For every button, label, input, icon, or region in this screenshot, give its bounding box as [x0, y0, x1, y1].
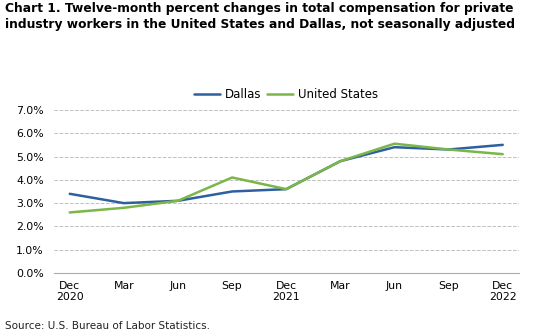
United States — [229, 175, 235, 179]
United States — [500, 152, 506, 156]
United States — [337, 159, 343, 163]
Dallas — [337, 159, 343, 163]
Line: United States: United States — [70, 144, 503, 212]
Dallas — [175, 199, 181, 203]
Legend: Dallas, United States: Dallas, United States — [194, 88, 378, 101]
Dallas — [283, 187, 289, 191]
United States — [66, 210, 73, 214]
United States — [391, 142, 398, 146]
Line: Dallas: Dallas — [70, 145, 503, 203]
Dallas — [445, 148, 452, 152]
Dallas — [391, 145, 398, 149]
United States — [175, 199, 181, 203]
Dallas — [66, 192, 73, 196]
United States — [283, 187, 289, 191]
Text: Source: U.S. Bureau of Labor Statistics.: Source: U.S. Bureau of Labor Statistics. — [5, 321, 210, 331]
Dallas — [500, 143, 506, 147]
United States — [445, 148, 452, 152]
Text: Chart 1. Twelve-month percent changes in total compensation for private
industry: Chart 1. Twelve-month percent changes in… — [5, 2, 515, 31]
Dallas — [121, 201, 127, 205]
United States — [121, 206, 127, 210]
Dallas — [229, 189, 235, 193]
